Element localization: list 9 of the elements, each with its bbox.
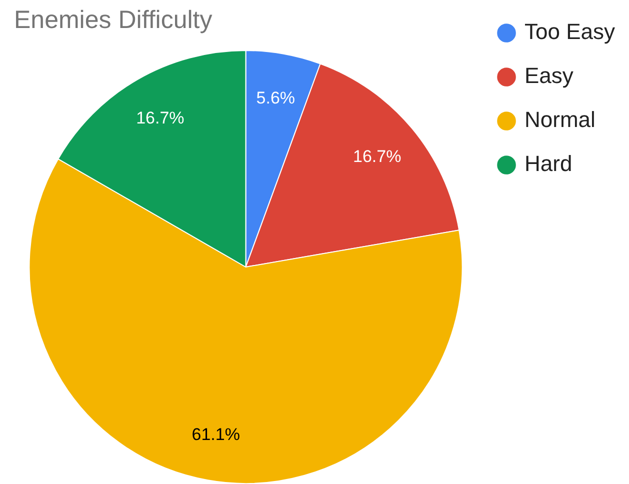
data-label: 16.7% [136,108,184,128]
legend-label: Too Easy [524,19,616,44]
data-label: 16.7% [353,147,402,166]
legend-label: Normal [524,107,596,132]
chart-title: Enemies Difficulty [14,6,213,34]
legend-label: Hard [524,151,572,176]
data-label: 61.1% [192,425,240,444]
data-label: 5.6% [256,88,296,108]
legend-label: Easy [524,63,574,88]
